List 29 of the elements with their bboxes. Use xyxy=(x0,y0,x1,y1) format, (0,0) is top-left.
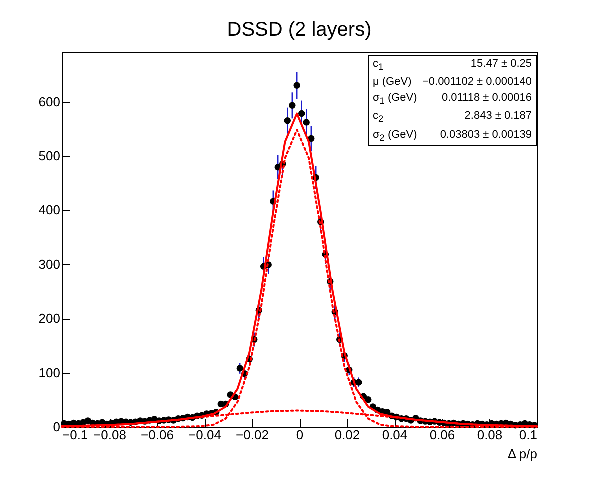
y-tick-label: 200 xyxy=(38,311,60,326)
annotation: c$_{2}$ xyxy=(373,110,385,125)
x-tick-label: −0.08 xyxy=(94,428,126,442)
chart-title: DSSD (2 layers) xyxy=(227,19,372,41)
y-tick-label: 100 xyxy=(38,365,60,380)
annotation: −0.001102 ± 0.000140 xyxy=(421,76,532,88)
annotation: 2.843 ± 0.187 xyxy=(464,110,532,124)
y-tick-label: 300 xyxy=(38,256,60,272)
x-tick-label: −0.1 xyxy=(62,428,88,442)
x-tick-label: −0.02 xyxy=(236,428,269,442)
x-tick-label: 0.06 xyxy=(430,428,456,442)
x-tick-label: 0 xyxy=(296,428,304,442)
x-tick-label: 0.02 xyxy=(334,428,360,442)
annotation: c$_{1}$ xyxy=(373,58,385,72)
annotation: 15.47 ± 0.25 xyxy=(470,58,532,72)
x-tick-label: 0.1 xyxy=(519,428,538,442)
x-tick-label: 0.04 xyxy=(382,428,408,442)
annotation: μ (GeV) xyxy=(373,76,413,88)
x-tick-label: −0.06 xyxy=(141,428,174,442)
annotation: σ$_{1}$ (GeV) xyxy=(373,92,418,106)
y-tick-label: 600 xyxy=(38,94,60,110)
x-tick-label: −0.04 xyxy=(188,428,222,442)
x-axis-title: Δ p/p xyxy=(508,446,538,462)
annotation: 0.01118 ± 0.00016 xyxy=(440,92,532,106)
y-tick-label: 500 xyxy=(38,148,60,164)
annotation: 0.03803 ± 0.00139 xyxy=(439,128,532,143)
y-tick-label: 400 xyxy=(38,202,60,218)
annotation: σ$_{2}$ (GeV) xyxy=(373,128,418,143)
x-tick-label: 0.08 xyxy=(477,428,503,442)
